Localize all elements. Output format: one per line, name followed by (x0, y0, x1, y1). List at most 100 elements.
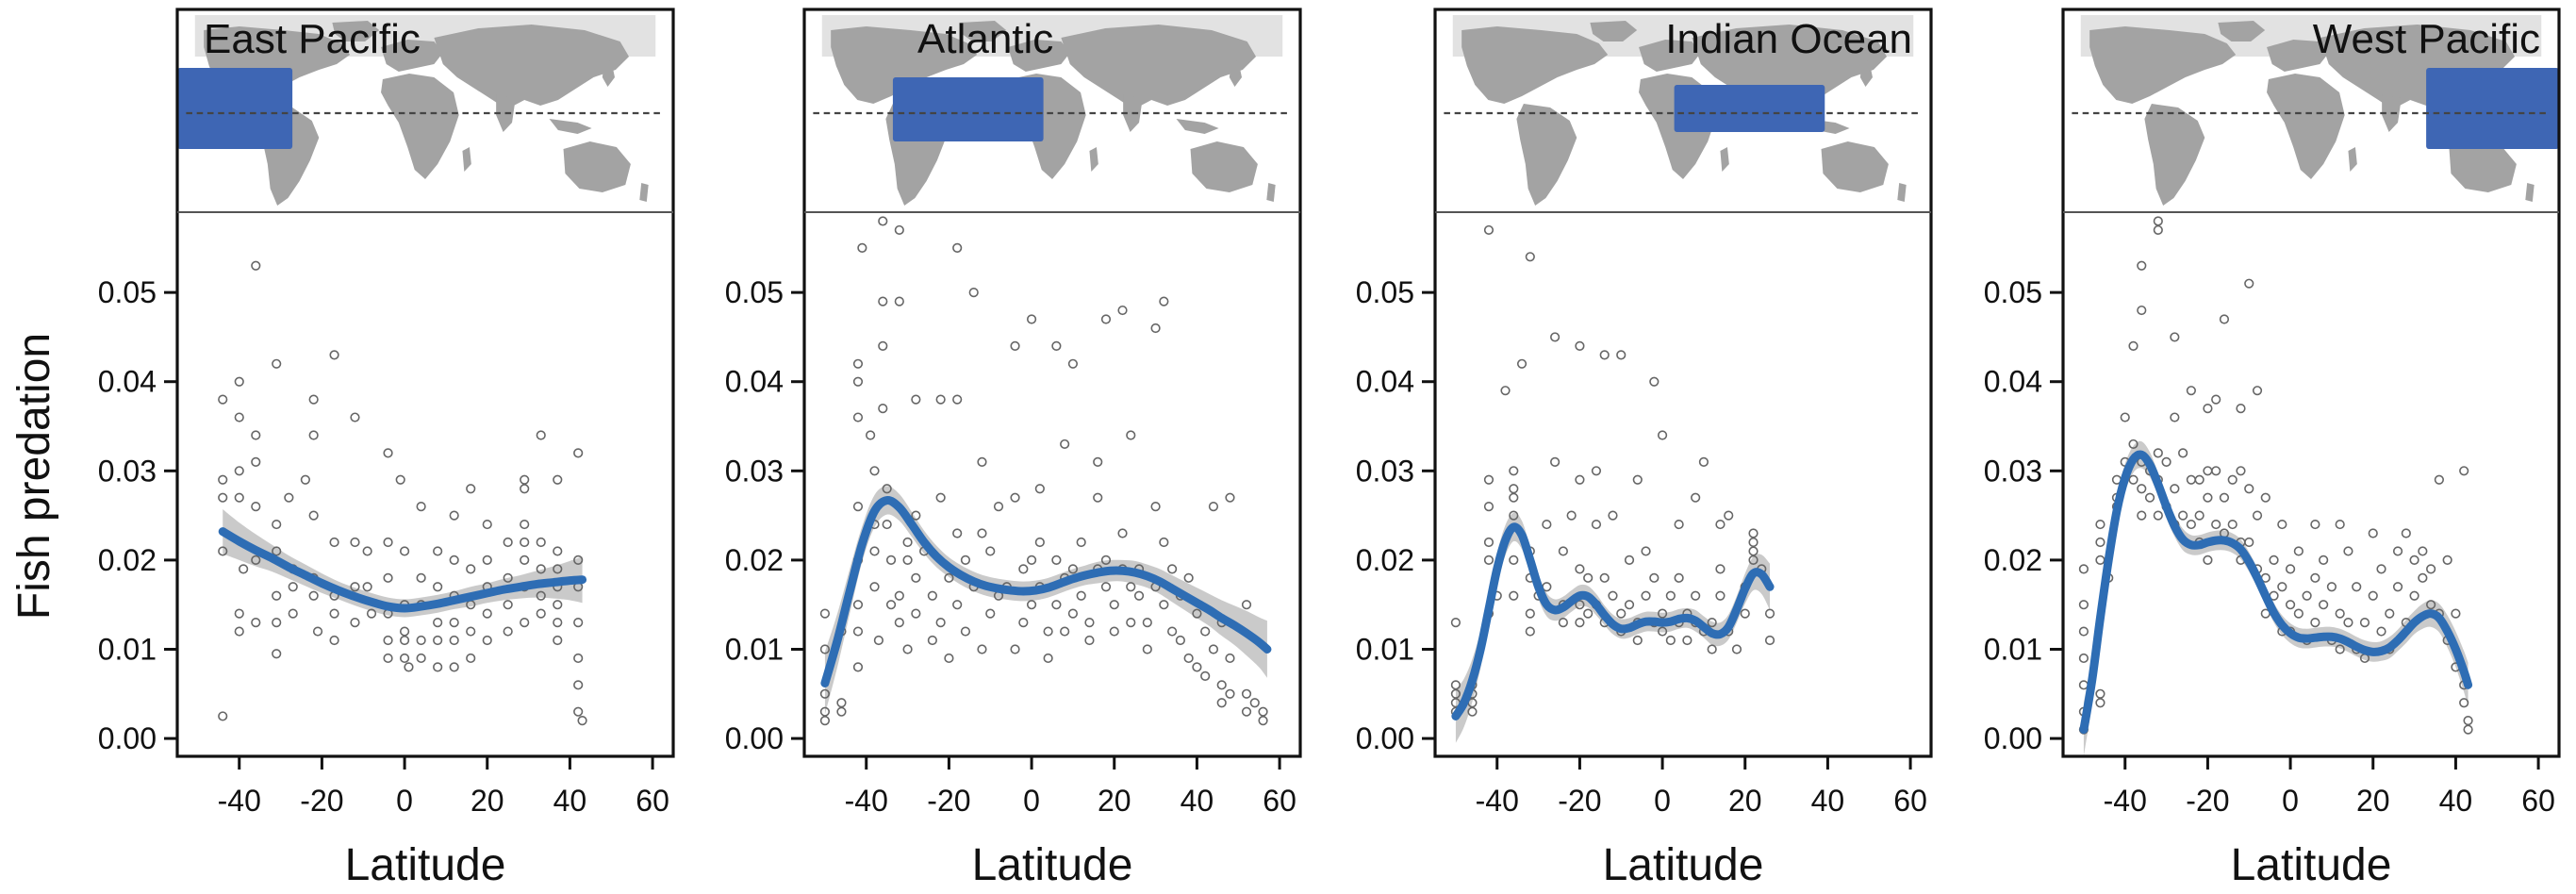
data-point (1509, 466, 1519, 476)
data-point (1150, 502, 1161, 512)
data-point (1126, 618, 1136, 628)
data-point (2219, 492, 2230, 503)
data-point (2252, 386, 2263, 396)
data-point (2194, 510, 2204, 521)
data-point (852, 600, 864, 610)
data-point (329, 635, 339, 646)
x-tick-label: 20 (2356, 784, 2390, 818)
data-point (1133, 590, 1145, 601)
data-point (1018, 618, 1029, 628)
data-point (960, 626, 971, 637)
data-point (1100, 582, 1112, 592)
data-point (2203, 555, 2213, 566)
data-point (1516, 358, 1527, 369)
data-point (2376, 626, 2386, 637)
y-axis: 0.00 0.01 0.02 0.03 0.04 0.05 (1984, 275, 2063, 755)
data-point (573, 653, 584, 664)
data-point (1093, 456, 1103, 467)
y-tick-label: 0.00 (1356, 721, 1414, 755)
data-point (2252, 510, 2263, 521)
data-point (234, 608, 244, 619)
data-point (1241, 600, 1252, 610)
y-tick-label: 0.03 (1356, 454, 1414, 488)
data-point (2319, 600, 2329, 610)
data-point (852, 376, 864, 387)
data-point (1225, 653, 1235, 664)
y-tick-label: 0.05 (725, 275, 784, 309)
data-point (878, 216, 888, 226)
data-point (2459, 466, 2469, 476)
data-point (902, 555, 913, 566)
data-point (1117, 528, 1128, 538)
data-point (2451, 608, 2461, 619)
x-tick-label: 40 (1811, 784, 1845, 818)
data-point (1026, 600, 1037, 610)
data-point (1550, 456, 1560, 467)
data-point (520, 618, 530, 628)
data-point (449, 510, 459, 521)
data-point (1010, 340, 1020, 351)
data-point (2178, 448, 2188, 458)
data-point (536, 430, 546, 440)
data-point (894, 590, 904, 601)
data-point (2219, 314, 2230, 324)
data-point (503, 626, 513, 637)
region-title: East Pacific (204, 16, 421, 62)
data-point (1509, 492, 1519, 503)
x-tick-label: 40 (553, 784, 587, 818)
region-map-3 (1444, 15, 1923, 206)
data-point (1093, 492, 1103, 503)
data-point (1591, 466, 1602, 476)
data-point (2161, 456, 2171, 467)
data-point (911, 608, 921, 619)
data-point (2343, 618, 2353, 628)
data-point (2285, 564, 2296, 574)
region-title: Indian Ocean (1665, 16, 1912, 62)
data-point (2128, 340, 2138, 351)
data-point (1159, 537, 1169, 548)
data-point (383, 537, 393, 548)
data-point (416, 635, 426, 646)
data-point (1616, 350, 1627, 360)
y-tick-label: 0.02 (98, 543, 157, 577)
data-point (350, 582, 360, 592)
data-point (885, 600, 897, 610)
data-point (1067, 358, 1079, 369)
data-point (1525, 608, 1535, 619)
data-point (1483, 502, 1494, 512)
ocean-highlight (892, 77, 1044, 141)
y-tick-label: 0.00 (98, 721, 157, 755)
data-point (350, 537, 360, 548)
data-point (2078, 600, 2089, 610)
data-point (2368, 590, 2378, 601)
data-point (272, 649, 282, 659)
data-point (433, 635, 443, 646)
x-tick-label: 20 (1098, 784, 1131, 818)
data-point (2385, 608, 2395, 619)
data-point (1067, 564, 1079, 574)
data-point (329, 608, 339, 619)
data-point (1084, 635, 1095, 646)
data-point (935, 394, 946, 405)
x-axis: -40 -20 0 20 40 60 (2104, 756, 2555, 818)
data-point (466, 564, 476, 574)
data-point (218, 546, 228, 556)
data-point (952, 242, 963, 253)
data-point (2095, 555, 2105, 566)
data-point (935, 492, 946, 503)
data-point (1641, 590, 1651, 601)
ocean-highlight (2426, 68, 2559, 149)
data-point (2120, 412, 2130, 422)
data-point (536, 608, 546, 619)
data-point (300, 474, 310, 485)
data-point (885, 555, 897, 566)
data-point (2326, 582, 2337, 592)
data-point (404, 662, 414, 672)
data-point (218, 394, 228, 405)
x-tick-label: 20 (471, 784, 504, 818)
plot-area (2078, 216, 2473, 756)
data-point (272, 546, 282, 556)
data-point (878, 296, 888, 306)
x-tick-label: -20 (1558, 784, 1601, 818)
data-point (449, 618, 459, 628)
